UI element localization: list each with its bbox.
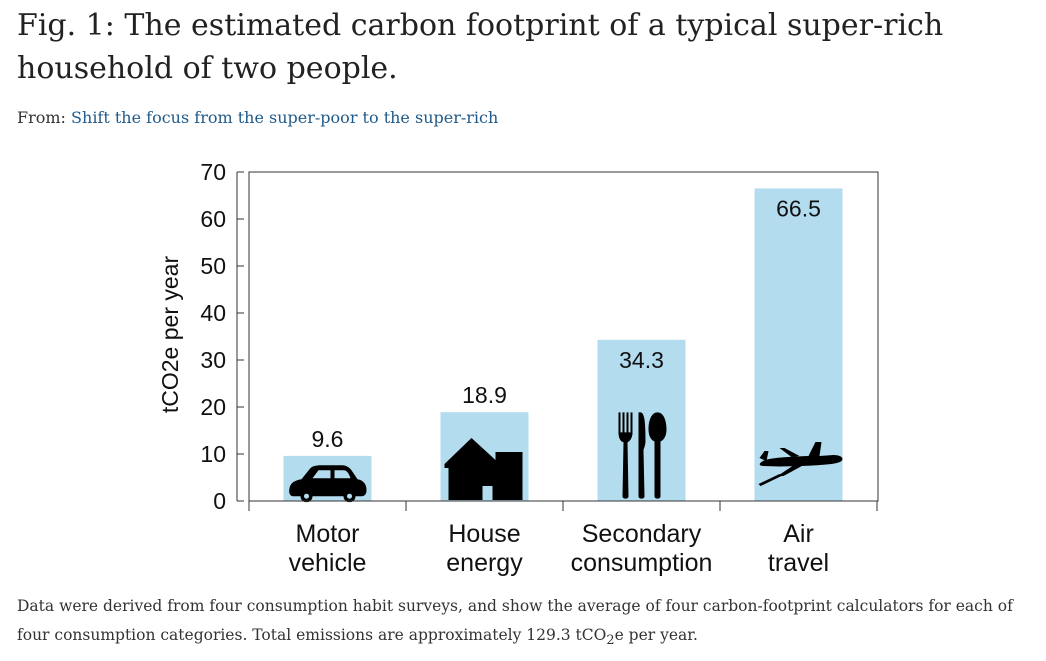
x-tick-label: Motor (296, 520, 360, 548)
x-tick-label: Air (783, 520, 814, 548)
bar-4 (754, 188, 843, 501)
x-tick-label: Secondary (582, 520, 702, 548)
source-line: From: Shift the focus from the super-poo… (17, 108, 498, 127)
y-tick-label: 20 (200, 394, 226, 420)
y-tick-label: 70 (200, 159, 226, 185)
source-link[interactable]: Shift the focus from the super-poor to t… (71, 108, 499, 127)
source-prefix: From: (17, 108, 66, 127)
y-axis-title: tCO2e per year (157, 256, 183, 414)
bar-chart: tCO2e per year 0 10 20 30 40 50 60 70 9.6 18.9 34… (157, 159, 879, 577)
x-tick-label: House (448, 520, 520, 548)
data-label: 18.9 (462, 382, 507, 408)
data-label: 66.5 (776, 195, 821, 221)
x-tick-label: consumption (571, 549, 713, 577)
y-tick-label: 60 (200, 206, 226, 232)
y-tick-label: 40 (200, 300, 226, 326)
y-tick-label: 0 (213, 488, 226, 514)
x-tick-label: energy (446, 549, 523, 577)
x-tick-label: travel (768, 549, 829, 577)
data-label: 34.3 (619, 347, 664, 373)
caption-text-end: e per year. (614, 626, 698, 644)
y-tick-label: 10 (200, 441, 226, 467)
caption-subscript: 2 (606, 633, 615, 649)
figure-title: Fig. 1: The estimated carbon footprint o… (17, 8, 944, 86)
figure-caption: Data were derived from four consumption … (17, 592, 1032, 655)
y-tick-label: 50 (200, 253, 226, 279)
data-label: 9.6 (312, 426, 344, 452)
y-tick-label: 30 (200, 347, 226, 373)
caption-text: Data were derived from four consumption … (17, 597, 1013, 644)
x-tick-label: vehicle (289, 549, 367, 577)
